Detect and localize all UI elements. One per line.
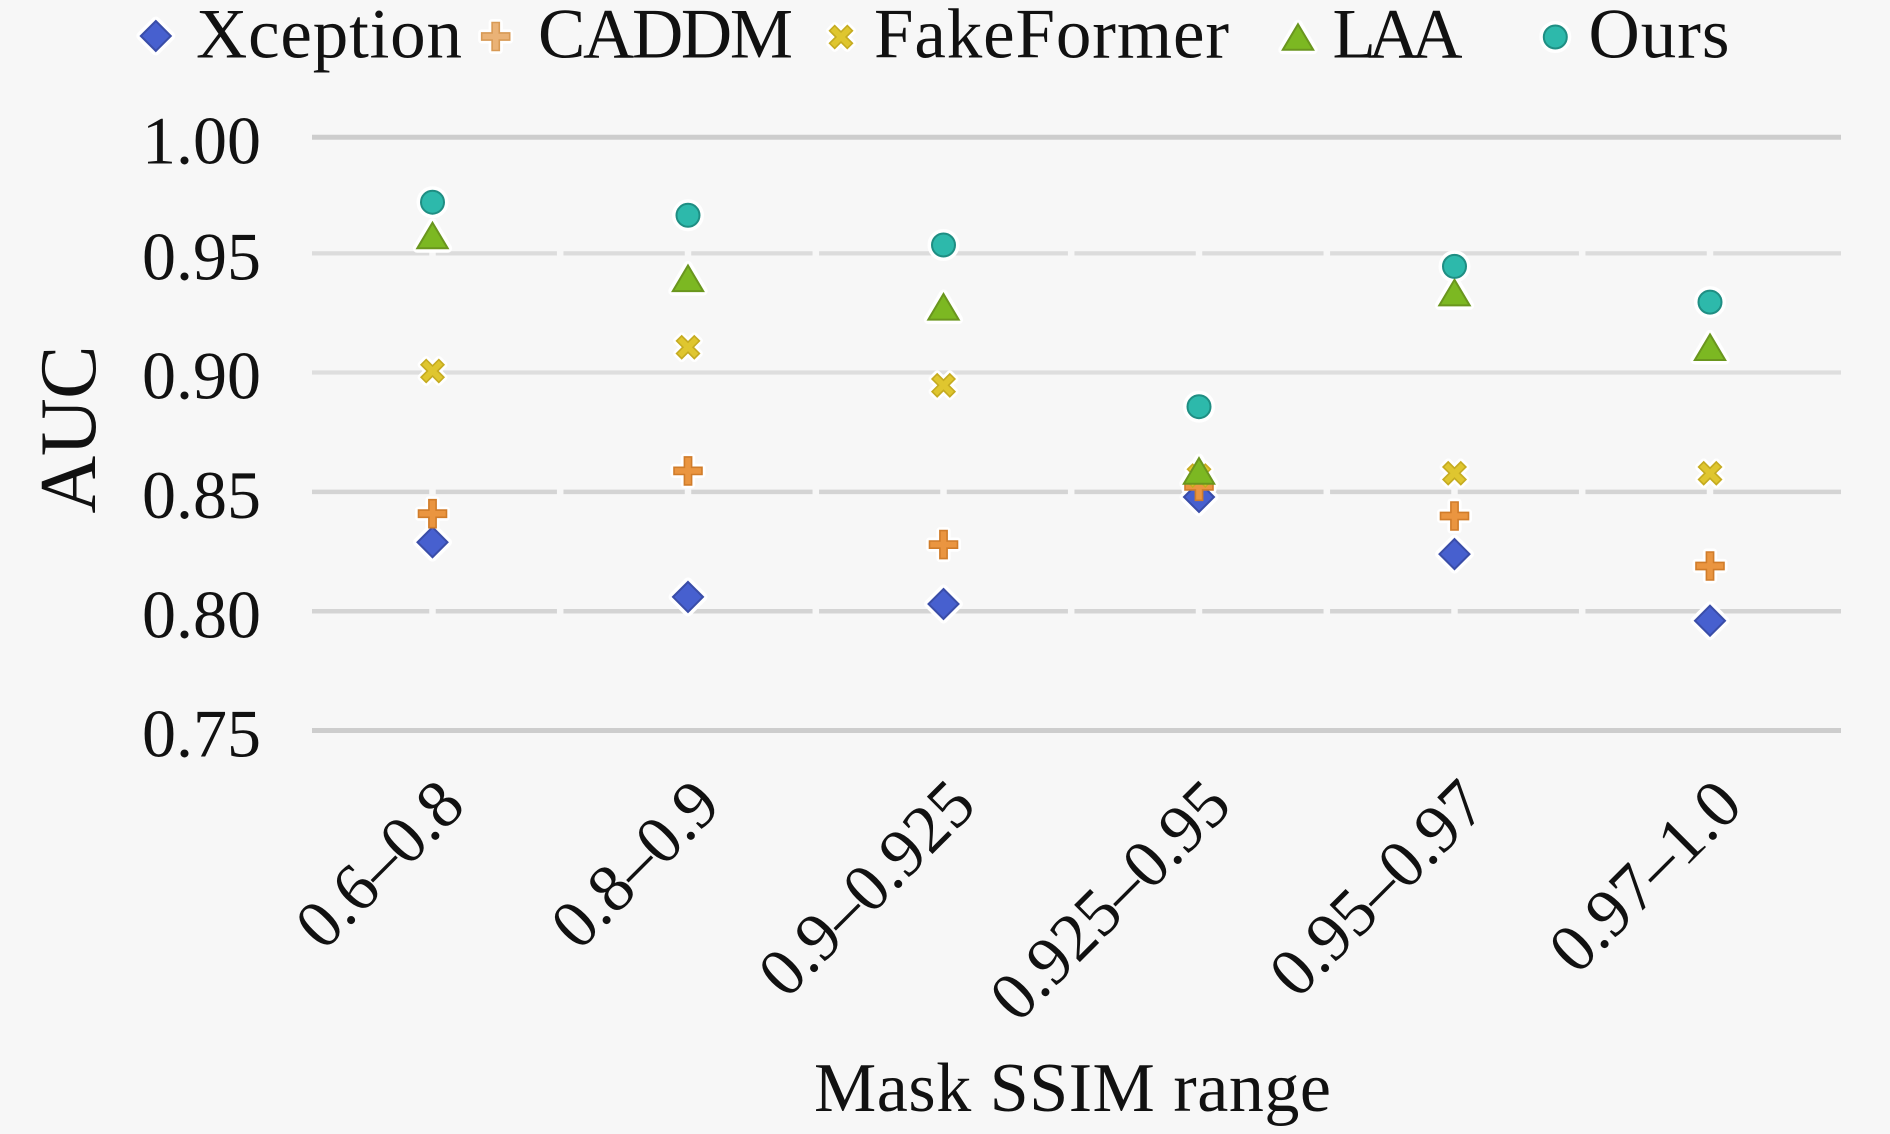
svg-text:FakeFormer: FakeFormer <box>874 0 1229 74</box>
svg-text:0.95: 0.95 <box>142 218 261 294</box>
svg-text:0.85: 0.85 <box>142 457 261 533</box>
svg-text:0.80: 0.80 <box>142 576 261 652</box>
svg-text:1.00: 1.00 <box>142 102 261 178</box>
svg-text:0.90: 0.90 <box>142 338 261 414</box>
svg-text:Ours: Ours <box>1589 0 1730 74</box>
svg-text:0.75: 0.75 <box>142 696 261 772</box>
svg-text:AUC: AUC <box>25 346 113 514</box>
svg-text:CADDM: CADDM <box>538 0 793 74</box>
svg-text:Xception: Xception <box>196 0 462 74</box>
svg-text:LAA: LAA <box>1333 0 1463 74</box>
svg-text:Mask SSIM range: Mask SSIM range <box>814 1050 1331 1127</box>
